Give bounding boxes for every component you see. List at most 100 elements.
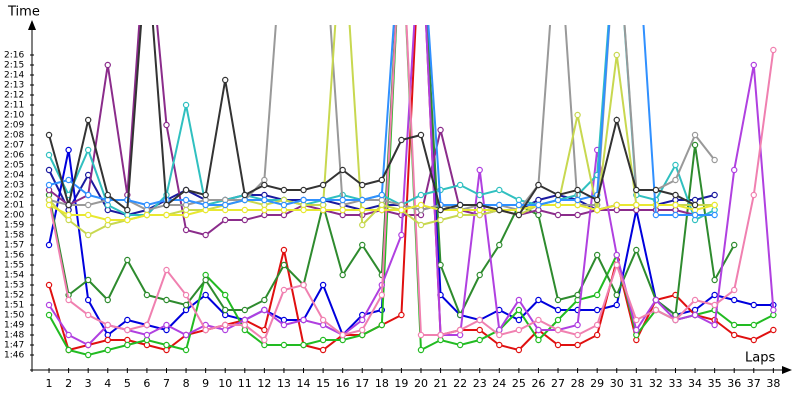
point	[750, 336, 757, 344]
y-tick-label: 2:03	[4, 181, 24, 191]
point	[359, 221, 366, 229]
point	[241, 206, 248, 214]
point	[476, 326, 483, 334]
point	[84, 276, 92, 284]
x-tick-label: 33	[668, 377, 682, 390]
y-tick-label: 2:04	[4, 171, 24, 181]
point	[398, 136, 405, 144]
point	[319, 181, 327, 189]
point	[222, 201, 229, 209]
point	[691, 141, 699, 149]
point	[163, 321, 170, 329]
point	[241, 321, 248, 329]
point	[241, 306, 248, 314]
point	[280, 286, 288, 294]
point	[398, 206, 405, 214]
x-tick-label: 37	[747, 377, 761, 390]
point	[202, 276, 209, 284]
point	[496, 331, 503, 339]
point	[359, 241, 366, 249]
point	[731, 321, 738, 329]
x-tick-label: 11	[238, 377, 252, 390]
x-tick-label: 16	[336, 377, 350, 390]
x-tick-label: 24	[492, 377, 506, 390]
point	[222, 76, 229, 84]
point	[731, 286, 738, 294]
point	[672, 211, 679, 219]
point	[711, 291, 718, 299]
point	[476, 191, 483, 199]
y-tick-label: 2:09	[4, 121, 24, 131]
point	[45, 166, 53, 174]
point	[241, 216, 248, 224]
point	[476, 336, 483, 344]
point	[182, 101, 190, 109]
point	[476, 201, 483, 209]
point	[241, 191, 248, 199]
x-tick-label: 22	[453, 377, 467, 390]
point	[496, 206, 503, 214]
point	[691, 201, 699, 209]
y-axis-title: Time	[7, 5, 40, 20]
point	[45, 241, 53, 249]
x-tick-label: 12	[257, 377, 271, 390]
point	[202, 291, 209, 299]
y-tick-label: 1:50	[4, 311, 24, 321]
point	[84, 146, 92, 154]
point	[417, 221, 425, 229]
point	[359, 181, 366, 189]
point	[613, 201, 620, 209]
point	[378, 321, 386, 329]
point	[202, 231, 209, 239]
point	[124, 216, 131, 224]
point	[84, 231, 92, 239]
x-tick-label: 20	[414, 377, 428, 390]
point	[417, 131, 425, 139]
point	[104, 61, 111, 69]
point	[300, 196, 307, 204]
point	[535, 326, 542, 334]
x-tick-label: 23	[473, 377, 487, 390]
point	[280, 341, 288, 349]
point	[731, 296, 738, 304]
point	[437, 261, 444, 269]
point	[300, 206, 307, 214]
point	[691, 211, 699, 219]
point	[359, 196, 366, 204]
point	[535, 181, 542, 189]
point	[359, 316, 366, 324]
point	[300, 186, 307, 194]
y-tick-label: 1:59	[4, 221, 24, 231]
point	[300, 316, 307, 324]
point	[45, 151, 53, 159]
point	[750, 321, 757, 329]
point	[437, 331, 444, 339]
x-tick-label: 31	[629, 377, 643, 390]
point	[339, 331, 346, 339]
point	[84, 201, 92, 209]
point	[84, 211, 92, 219]
point	[319, 346, 327, 354]
point	[476, 271, 483, 279]
point	[280, 186, 288, 194]
point	[613, 251, 620, 259]
y-tick-label: 2:15	[4, 61, 24, 71]
x-tick-label: 35	[708, 377, 722, 390]
x-tick-label: 17	[355, 377, 369, 390]
point	[711, 276, 718, 284]
point	[770, 306, 777, 314]
series-line	[48, 25, 696, 237]
point	[222, 321, 229, 329]
point	[261, 206, 268, 214]
point	[143, 211, 151, 219]
point	[515, 296, 523, 304]
point	[456, 181, 464, 189]
y-tick-label: 1:56	[4, 251, 24, 261]
point	[633, 316, 640, 324]
point	[417, 346, 425, 354]
y-tick-label: 1:53	[4, 281, 24, 291]
point	[261, 181, 268, 189]
point	[182, 331, 190, 339]
point	[672, 176, 679, 184]
point	[711, 211, 718, 219]
